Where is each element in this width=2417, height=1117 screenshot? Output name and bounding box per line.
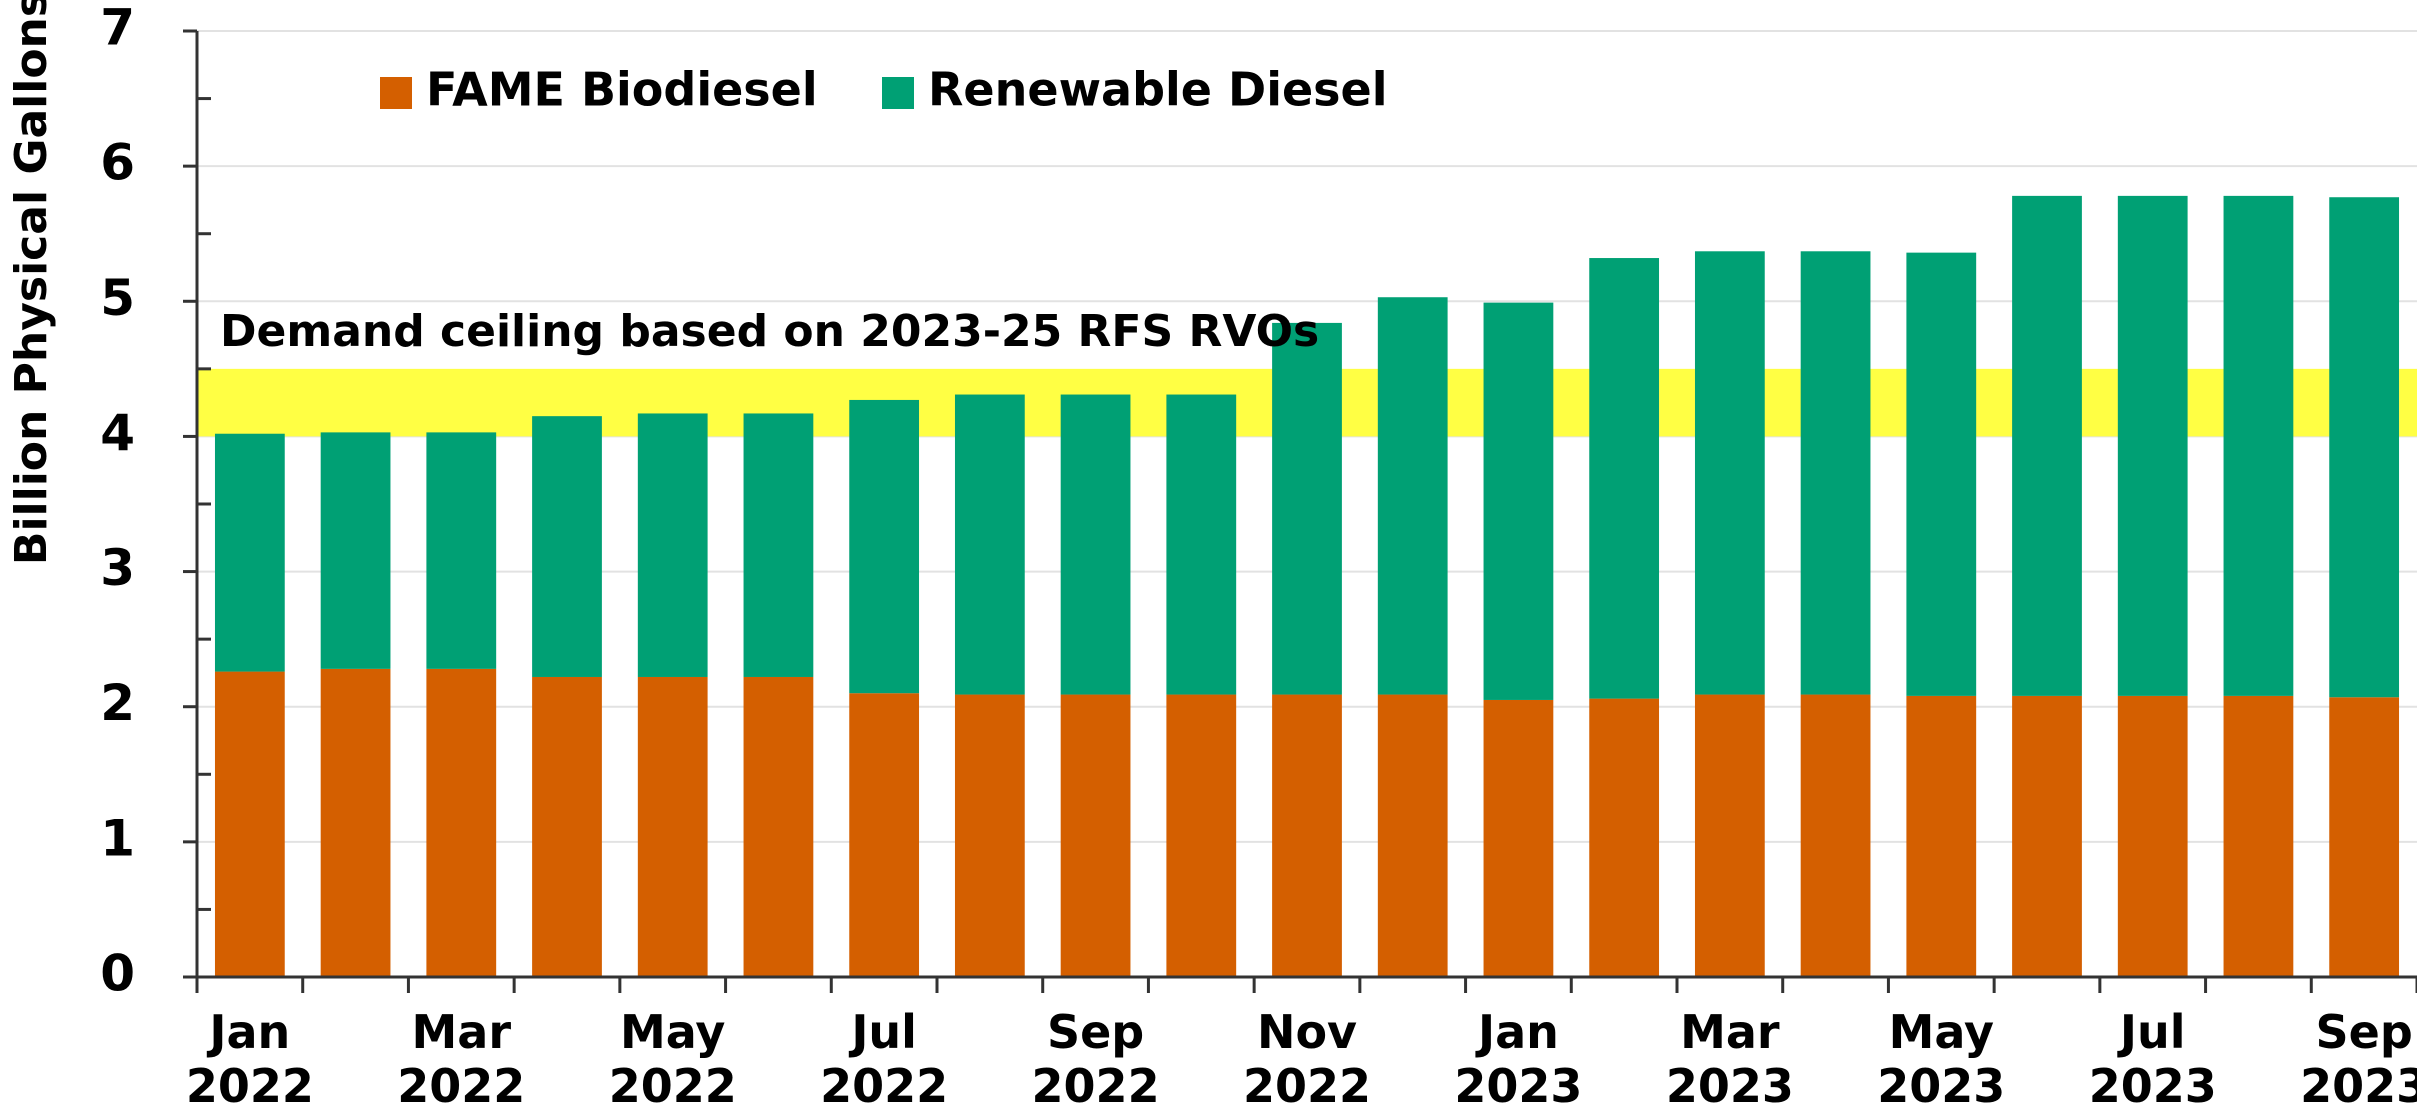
bar-segment <box>1694 251 1765 695</box>
bar-segment <box>1166 694 1237 977</box>
bar-segment <box>2329 697 2400 977</box>
bar-segment <box>849 399 920 694</box>
x-tick-label: May 2022 <box>609 1005 737 1113</box>
legend-swatch <box>380 77 412 109</box>
bar-segment <box>1377 297 1448 695</box>
bar-segment <box>849 693 920 977</box>
y-tick-label: 0 <box>100 945 135 1003</box>
y-axis-title: Billion Physical Gallons <box>6 0 57 565</box>
y-tick-label: 5 <box>100 269 135 327</box>
bar-segment <box>1377 694 1448 977</box>
x-tick-label: Jul 2022 <box>820 1005 948 1113</box>
bar-segment <box>2012 195 2082 696</box>
y-tick-label: 3 <box>100 539 135 597</box>
x-tick-label: Sep 2022 <box>1032 1005 1160 1113</box>
x-tick-label: Nov 2022 <box>1243 1005 1371 1113</box>
bar-segment <box>532 416 602 677</box>
bar-segment <box>2012 695 2082 977</box>
bar-segment <box>1483 302 1554 700</box>
bar-segment <box>532 676 602 977</box>
bar-segment <box>320 432 391 669</box>
bar-segment <box>637 676 708 977</box>
legend-label: FAME Biodiesel <box>426 63 818 117</box>
bar-segment <box>214 671 285 977</box>
y-tick-label: 1 <box>100 809 135 867</box>
bar-segment <box>1906 695 1977 977</box>
y-tick-label: 6 <box>100 134 135 192</box>
bar-segment <box>2117 695 2188 977</box>
x-tick-label: Sep 2023 <box>2300 1005 2417 1113</box>
bar-segment <box>1483 699 1554 977</box>
bar-segment <box>1694 694 1765 977</box>
bar-segment <box>1589 258 1660 699</box>
bar-segment <box>1060 394 1131 695</box>
legend-label: Renewable Diesel <box>928 63 1388 117</box>
bar-segment <box>1272 694 1342 977</box>
bar-segment <box>1060 694 1131 977</box>
x-tick-label: Mar 2022 <box>397 1005 525 1113</box>
bar-segment <box>426 668 497 977</box>
bar-segment <box>954 394 1025 695</box>
bar-segment <box>954 694 1025 977</box>
bar-segment <box>1272 322 1342 695</box>
bar-segment <box>426 432 497 669</box>
bar-segment <box>1589 698 1660 977</box>
y-tick-label: 4 <box>100 404 135 462</box>
bar-segment <box>637 413 708 677</box>
bar-segment <box>1906 252 1977 696</box>
y-tick-label: 7 <box>100 0 135 57</box>
x-tick-label: May 2023 <box>1877 1005 2005 1113</box>
x-tick-label: Jan 2023 <box>1454 1005 1582 1113</box>
bar-segment <box>2117 195 2188 696</box>
bar-segment <box>1800 251 1871 695</box>
bar-segment <box>1166 394 1237 695</box>
bar-segment <box>2223 195 2294 696</box>
bar-segment <box>1800 694 1871 977</box>
x-tick-label: Jul 2023 <box>2089 1005 2217 1113</box>
y-tick-label: 2 <box>100 674 135 732</box>
bar-segment <box>2329 197 2400 698</box>
legend-swatch <box>882 77 914 109</box>
annotation: Demand ceiling based on 2023-25 RFS RVOs <box>220 306 1319 357</box>
bar-segment <box>2223 695 2294 977</box>
bar-segment <box>743 676 814 977</box>
x-tick-label: Jan 2022 <box>186 1005 314 1113</box>
bar-segment <box>214 433 285 672</box>
bar-segment <box>320 668 391 977</box>
x-tick-label: Mar 2023 <box>1666 1005 1794 1113</box>
bar-segment <box>743 413 814 677</box>
